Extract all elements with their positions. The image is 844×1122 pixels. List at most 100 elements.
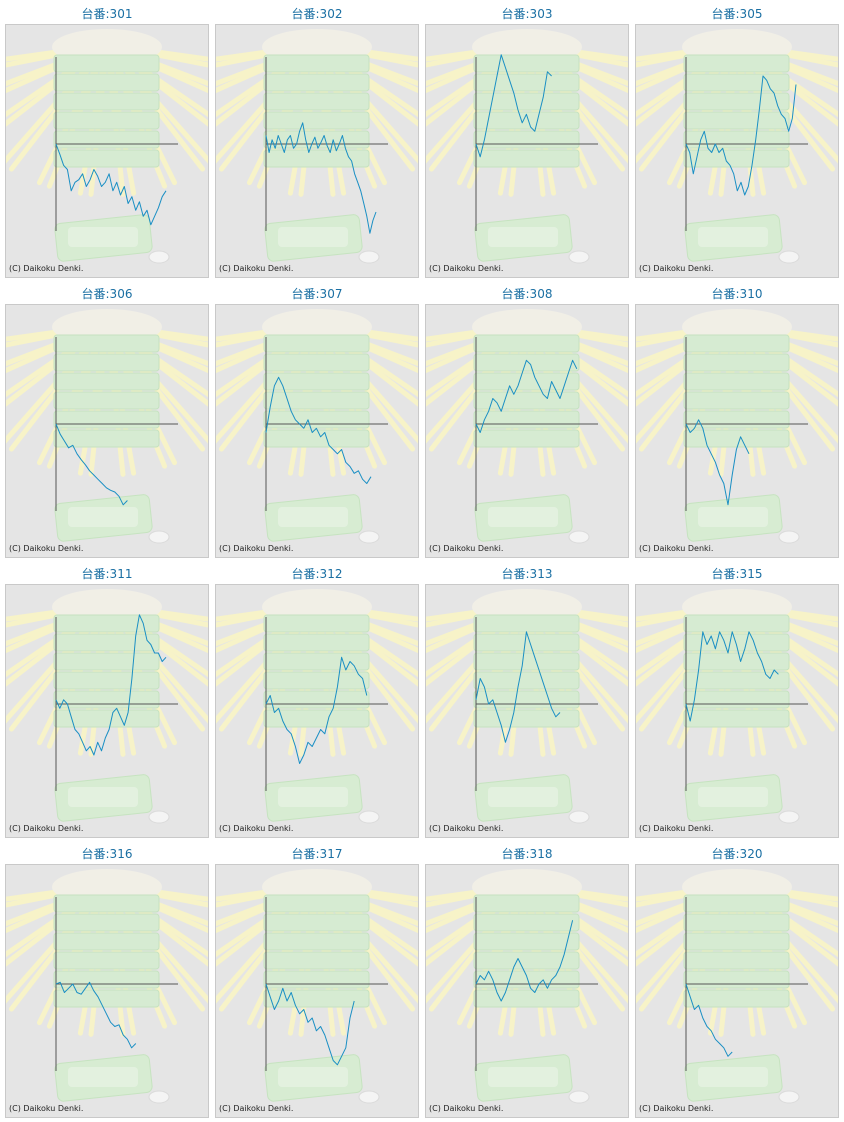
stack-box <box>53 54 160 73</box>
stack-box <box>473 149 580 168</box>
stack-box <box>263 932 370 951</box>
stack-box <box>53 989 160 1008</box>
stack-box <box>263 633 370 652</box>
stack-box <box>263 970 370 989</box>
stack-box <box>473 353 580 372</box>
stack-box <box>53 334 160 353</box>
coin <box>148 810 170 824</box>
stack-box <box>473 633 580 652</box>
copyright-label: (C) Daikoku Denki. <box>219 544 294 553</box>
stack-box <box>473 92 580 111</box>
copyright-label: (C) Daikoku Denki. <box>219 1104 294 1113</box>
chart-cell: 台番:316 (C) Daikoku Denki. <box>5 844 209 1118</box>
stack-box <box>473 410 580 429</box>
series-line <box>475 631 561 743</box>
stack-box <box>53 932 160 951</box>
tray-inner <box>698 227 768 247</box>
chart-title: 台番:303 <box>501 7 553 21</box>
coin <box>148 1090 170 1104</box>
coin <box>568 530 590 544</box>
background-art <box>426 869 628 1104</box>
chart-panel: (C) Daikoku Denki. <box>635 304 839 558</box>
stack-box <box>53 429 160 448</box>
background-art <box>216 589 418 824</box>
chart-title: 台番:313 <box>501 567 553 581</box>
background-art <box>636 869 838 1104</box>
tray-inner <box>698 787 768 807</box>
chart-panel: (C) Daikoku Denki. <box>425 584 629 838</box>
stack-box <box>53 970 160 989</box>
chart-panel: (C) Daikoku Denki. <box>215 584 419 838</box>
stack-box <box>473 913 580 932</box>
tray-inner <box>698 1067 768 1087</box>
coin <box>358 250 380 264</box>
chart-svg <box>6 309 208 544</box>
chart-svg <box>426 309 628 544</box>
coin <box>148 250 170 264</box>
stack-box <box>683 671 790 690</box>
chart-svg <box>6 589 208 824</box>
chart-panel: (C) Daikoku Denki. <box>5 864 209 1118</box>
chart-panel: (C) Daikoku Denki. <box>635 864 839 1118</box>
stack-box <box>473 130 580 149</box>
stack-box <box>263 429 370 448</box>
tray-inner <box>488 227 558 247</box>
stack-box <box>473 614 580 633</box>
stack-box <box>683 709 790 728</box>
chart-title: 台番:308 <box>501 287 553 301</box>
coin <box>358 530 380 544</box>
background-art <box>216 869 418 1104</box>
chart-svg <box>216 29 418 264</box>
stack-box <box>53 92 160 111</box>
chart-panel: (C) Daikoku Denki. <box>635 24 839 278</box>
stack-box <box>683 970 790 989</box>
coin <box>778 530 800 544</box>
series-line <box>475 54 552 158</box>
stack-box <box>53 130 160 149</box>
copyright-label: (C) Daikoku Denki. <box>639 544 714 553</box>
stack-box <box>683 54 790 73</box>
stack-box <box>263 951 370 970</box>
stack-box <box>263 334 370 353</box>
chart-svg <box>6 29 208 264</box>
copyright-label: (C) Daikoku Denki. <box>219 264 294 273</box>
stack-box <box>263 410 370 429</box>
stack-box <box>683 951 790 970</box>
background-art <box>216 309 418 544</box>
series-line <box>685 75 797 196</box>
stack-box <box>473 951 580 970</box>
tray-inner <box>488 1067 558 1087</box>
series-line <box>55 143 167 226</box>
chart-cell: 台番:312 (C) Daikoku Denki. <box>215 564 419 838</box>
chart-svg <box>6 869 208 1104</box>
chart-cell: 台番:317 (C) Daikoku Denki. <box>215 844 419 1118</box>
chart-title: 台番:302 <box>291 7 343 21</box>
tray-inner <box>68 507 138 527</box>
chart-cell: 台番:305 (C) Daikoku Denki. <box>635 4 839 278</box>
stack-box <box>683 92 790 111</box>
stack-box <box>683 932 790 951</box>
stack-box <box>473 690 580 709</box>
tray-inner <box>278 787 348 807</box>
stack-box <box>683 614 790 633</box>
stack-box <box>473 989 580 1008</box>
stack-box <box>683 989 790 1008</box>
chart-cell: 台番:318 (C) Daikoku Denki. <box>425 844 629 1118</box>
stack-box <box>683 690 790 709</box>
chart-svg <box>216 309 418 544</box>
stack-box <box>473 671 580 690</box>
copyright-label: (C) Daikoku Denki. <box>639 264 714 273</box>
tray-inner <box>68 787 138 807</box>
stack-box <box>53 894 160 913</box>
stack-box <box>473 391 580 410</box>
copyright-label: (C) Daikoku Denki. <box>429 1104 504 1113</box>
chart-title: 台番:315 <box>711 567 763 581</box>
chart-svg <box>636 589 838 824</box>
series-line <box>475 359 578 433</box>
stack-box <box>53 913 160 932</box>
stack-box <box>473 111 580 130</box>
stack-box <box>683 894 790 913</box>
series-line <box>685 983 733 1057</box>
chart-panel: (C) Daikoku Denki. <box>425 864 629 1118</box>
